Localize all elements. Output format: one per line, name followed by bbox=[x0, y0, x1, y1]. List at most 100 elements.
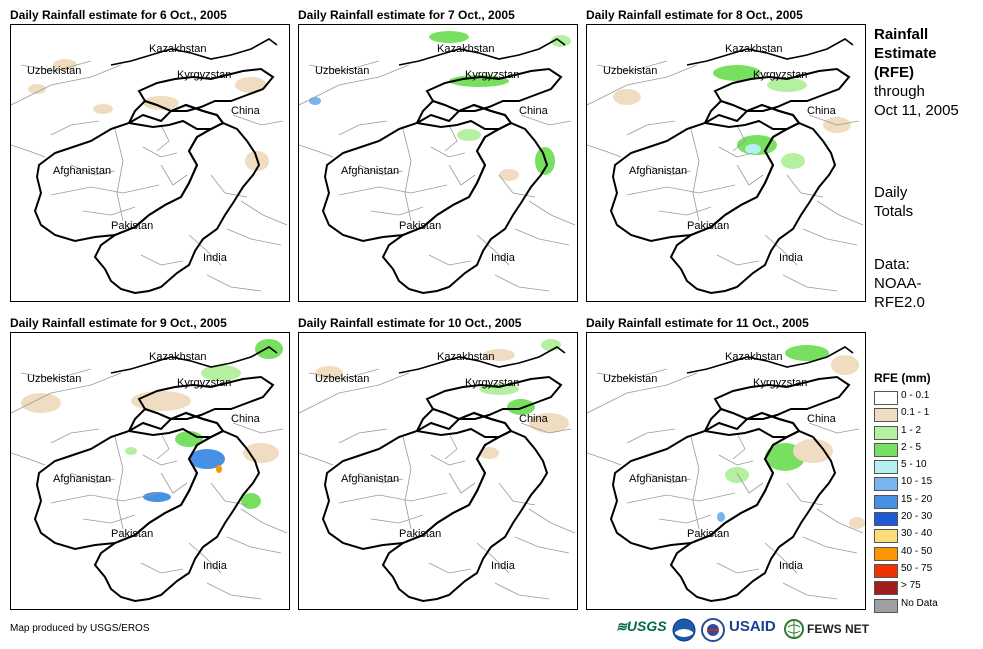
admin-boundary bbox=[520, 114, 572, 126]
legend-item: No Data bbox=[874, 597, 938, 614]
country-label-afghanistan: Afghanistan bbox=[629, 473, 688, 485]
country-label-china: China bbox=[519, 105, 548, 117]
admin-boundary bbox=[718, 454, 754, 466]
rainfall-area bbox=[483, 349, 515, 361]
country-label-kazakhstan: Kazakhstan bbox=[149, 43, 207, 55]
admin-boundary bbox=[494, 582, 550, 600]
rainfall-area bbox=[429, 31, 469, 43]
daily-line-1: Daily bbox=[874, 184, 908, 201]
sidebar-data-source: Data: NOAA- RFE2.0 bbox=[874, 255, 925, 312]
pakistan-outline bbox=[381, 121, 549, 295]
map-frame: Kazakhstan Uzbekistan Kyrgyzstan China Afgha… bbox=[298, 24, 578, 302]
admin-boundary bbox=[786, 174, 824, 198]
rainfall-area bbox=[541, 339, 561, 351]
map-panel: Daily Rainfall estimate for 9 Oct., 2005… bbox=[10, 316, 290, 610]
admin-boundary bbox=[626, 428, 676, 444]
legend-swatch bbox=[874, 563, 898, 578]
legend-label: 5 - 10 bbox=[901, 459, 927, 471]
admin-boundary bbox=[430, 146, 466, 158]
legend-rows: 0 - 0.1 0.1 - 1 1 - 2 2 - 5 5 - 10 10 - 15 15 … bbox=[874, 389, 938, 614]
country-label-india: India bbox=[203, 252, 227, 264]
country-label-pakistan: Pakistan bbox=[687, 528, 730, 540]
admin-boundary bbox=[338, 184, 448, 196]
sidebar-heading: Rainfall Estimate (RFE) through Oct 11, … bbox=[874, 25, 959, 120]
admin-boundary bbox=[626, 184, 736, 196]
admin-boundary bbox=[498, 174, 536, 198]
rainfall-area bbox=[243, 443, 279, 463]
admin-boundary bbox=[142, 146, 178, 158]
rainfall-area bbox=[189, 449, 225, 469]
admin-boundary bbox=[732, 432, 746, 460]
country-label-uzbekistan: Uzbekistan bbox=[603, 373, 658, 385]
kazakhstan-border bbox=[110, 346, 278, 374]
country-label-afghanistan: Afghanistan bbox=[629, 165, 688, 177]
country-label-pakistan: Pakistan bbox=[399, 528, 442, 540]
country-label-afghanistan: Afghanistan bbox=[53, 473, 112, 485]
admin-boundary bbox=[596, 368, 668, 380]
data-line-3: RFE2.0 bbox=[874, 294, 925, 311]
legend-label: 2 - 5 bbox=[901, 441, 922, 453]
noaa-logo-icon bbox=[672, 618, 696, 642]
admin-boundary bbox=[370, 206, 424, 216]
admin-boundary bbox=[232, 114, 284, 126]
admin-boundary bbox=[808, 114, 860, 126]
kazakhstan-border bbox=[110, 38, 278, 66]
admin-boundary bbox=[226, 228, 282, 246]
legend-label: 1 - 2 bbox=[901, 424, 922, 436]
admin-boundary bbox=[816, 508, 864, 534]
country-label-uzbekistan: Uzbekistan bbox=[315, 373, 370, 385]
admin-boundary bbox=[430, 454, 466, 466]
country-label-kyrgyzstan: Kyrgyzstan bbox=[753, 377, 808, 389]
admin-boundary bbox=[626, 120, 676, 136]
rainfall-area bbox=[53, 59, 77, 71]
legend-swatch bbox=[874, 391, 898, 405]
admin-boundary bbox=[11, 144, 46, 158]
pakistan-outline bbox=[93, 121, 261, 295]
admin-boundary bbox=[716, 254, 760, 266]
pakistan-outline bbox=[669, 121, 837, 295]
admin-boundary bbox=[11, 372, 122, 414]
legend-swatch bbox=[874, 581, 898, 596]
admin-boundary bbox=[808, 422, 860, 434]
admin-boundary bbox=[20, 368, 92, 380]
admin-boundary bbox=[658, 514, 712, 524]
admin-boundary bbox=[20, 60, 92, 72]
admin-boundary bbox=[210, 482, 248, 506]
data-line-1: Data: bbox=[874, 256, 910, 273]
fewsnet-logo-text: FEWS NET bbox=[807, 622, 869, 636]
rainfall-area bbox=[309, 97, 321, 105]
admin-boundary bbox=[646, 164, 692, 176]
legend-item: 0 - 0.1 bbox=[874, 389, 931, 406]
legend-item: > 75 bbox=[874, 579, 931, 596]
kazakhstan-border bbox=[686, 346, 854, 374]
kazakhstan-border bbox=[398, 346, 566, 374]
legend-label: 0.1 - 1 bbox=[901, 407, 930, 419]
through-line-2: Oct 11, 2005 bbox=[874, 102, 959, 119]
map-panel: Daily Rainfall estimate for 11 Oct., 200… bbox=[586, 316, 866, 610]
admin-boundary bbox=[736, 164, 764, 186]
country-label-kazakhstan: Kazakhstan bbox=[725, 43, 783, 55]
admin-boundary bbox=[476, 234, 510, 266]
tajikistan-outline bbox=[127, 407, 225, 438]
admin-boundary bbox=[308, 368, 380, 380]
admin-boundary bbox=[358, 472, 404, 484]
country-label-kyrgyzstan: Kyrgyzstan bbox=[177, 377, 232, 389]
map-frame: Kazakhstan Uzbekistan Kyrgyzstan China Afgha… bbox=[298, 332, 578, 610]
legend-item: 40 - 50 bbox=[874, 545, 932, 562]
map-panel: Daily Rainfall estimate for 8 Oct., 2005… bbox=[586, 8, 866, 302]
country-label-pakistan: Pakistan bbox=[399, 220, 442, 232]
admin-boundary bbox=[338, 428, 388, 444]
usgs-logo: ≋USGS bbox=[616, 618, 667, 635]
admin-boundary bbox=[142, 454, 178, 466]
admin-boundary bbox=[444, 432, 458, 460]
country-label-china: China bbox=[231, 105, 260, 117]
legend-swatch bbox=[874, 460, 898, 475]
rainfall-area bbox=[507, 399, 535, 415]
legend-item: 50 - 75 bbox=[874, 562, 932, 579]
admin-boundary bbox=[476, 542, 510, 574]
panel-title: Daily Rainfall estimate for 11 Oct., 200… bbox=[586, 316, 809, 330]
country-label-china: China bbox=[519, 413, 548, 425]
admin-boundary bbox=[816, 200, 864, 226]
country-label-china: China bbox=[231, 413, 260, 425]
rainfall-area bbox=[717, 512, 725, 522]
